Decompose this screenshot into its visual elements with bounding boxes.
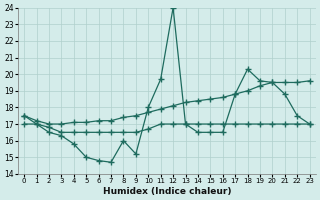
- X-axis label: Humidex (Indice chaleur): Humidex (Indice chaleur): [103, 187, 231, 196]
